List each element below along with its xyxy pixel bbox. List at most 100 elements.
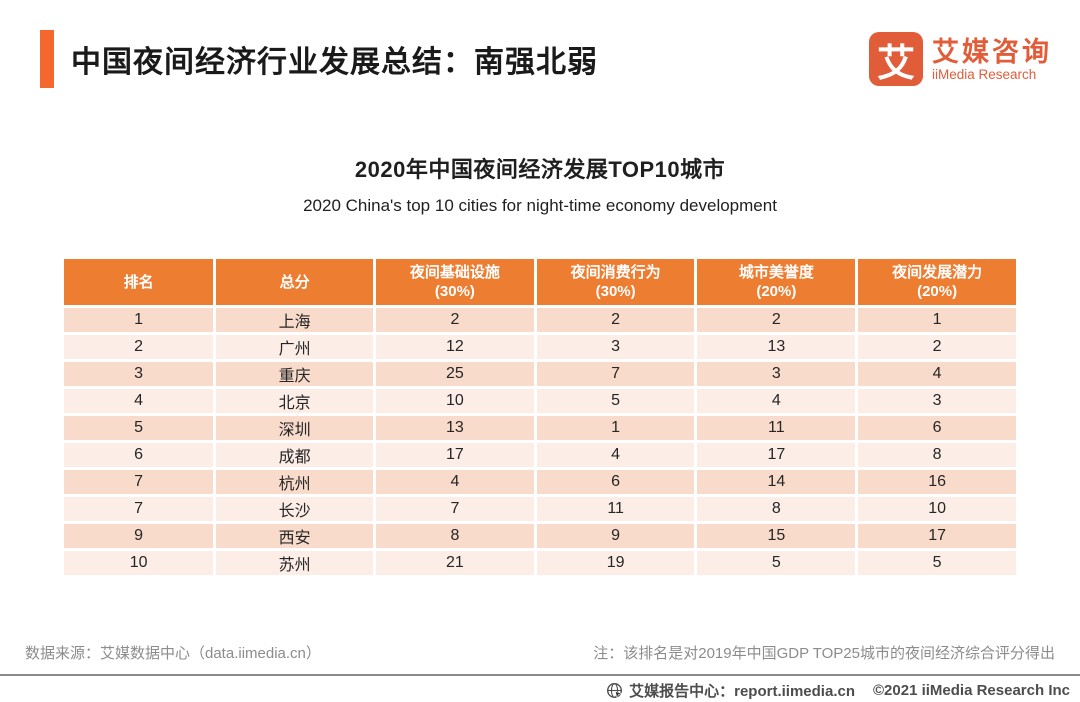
column-header-weight: (20%) [756, 283, 797, 300]
table-cell: 1 [858, 308, 1016, 332]
table-cell: 4 [536, 443, 695, 467]
column-header-label: 排名 [123, 273, 154, 291]
table-cell: 19 [536, 551, 695, 575]
table-cell: 4 [376, 470, 534, 494]
table-cell: 1 [536, 416, 695, 440]
table-cell: 6 [64, 443, 214, 467]
table-cell: 3 [536, 335, 695, 359]
table-cell: 6 [858, 416, 1016, 440]
column-header-infrastructure: 夜间基础设施 (30%) [376, 259, 534, 305]
table-header-row: 排名 总分 夜间基础设施 (30%) 夜间消费行为 (30%) 城市美誉度 (20%)… [64, 259, 1016, 305]
footnotes: 数据来源：艾媒数据中心（data.iimedia.cn） 注：该排名是对2019… [0, 642, 1080, 663]
column-header-weight: (30%) [434, 283, 475, 300]
column-header-label: 夜间基础设施 [409, 264, 500, 281]
data-source-text: 数据来源：艾媒数据中心（data.iimedia.cn） [25, 645, 321, 662]
chart-title-cn: 2020年中国夜间经济发展TOP10城市 [354, 157, 726, 182]
table-cell: 5 [858, 551, 1016, 575]
table-cell: 17 [376, 443, 534, 467]
table-cell: 重庆 [216, 362, 374, 386]
table-row: 3 重庆 25 7 3 4 [64, 362, 1016, 386]
table-cell: 2 [376, 308, 534, 332]
table-cell: 11 [697, 416, 856, 440]
table-cell: 长沙 [216, 497, 374, 521]
table-cell: 12 [376, 335, 534, 359]
table-cell: 10 [376, 389, 534, 413]
table-cell: 西安 [216, 524, 374, 548]
table-cell: 16 [858, 470, 1016, 494]
table-cell: 3 [858, 389, 1016, 413]
table-cell: 成都 [216, 443, 374, 467]
ranking-note-text: 注：该排名是对2019年中国GDP TOP25城市的夜间经济综合评分得出 [593, 645, 1055, 662]
report-center-text: 艾媒报告中心：report.iimedia.cn [629, 683, 855, 700]
copyright-text: ©2021 iiMedia Research Inc [873, 682, 1070, 699]
table-cell: 广州 [216, 335, 374, 359]
footer-divider [0, 674, 1080, 676]
column-header-reputation: 城市美誉度 (20%) [697, 259, 856, 305]
bottom-bar: 艾媒报告中心：report.iimedia.cn ©2021 iiMedia R… [0, 676, 1080, 701]
table-row: 7 杭州 4 6 14 16 [64, 470, 1016, 494]
table-cell: 2 [858, 335, 1016, 359]
table-cell: 7 [536, 362, 695, 386]
table-cell: 10 [64, 551, 214, 575]
table-row: 5 深圳 13 1 11 6 [64, 416, 1016, 440]
column-header-consumption: 夜间消费行为 (30%) [536, 259, 695, 305]
table-cell: 北京 [216, 389, 374, 413]
table-cell: 上海 [216, 308, 374, 332]
table-cell: 2 [64, 335, 214, 359]
table-cell: 2 [536, 308, 695, 332]
table-cell: 25 [376, 362, 534, 386]
table-cell: 5 [536, 389, 695, 413]
table-cell: 8 [376, 524, 534, 548]
table-cell: 深圳 [216, 416, 374, 440]
table-cell: 8 [697, 497, 856, 521]
column-header-label: 总分 [279, 273, 310, 291]
column-header-label: 城市美誉度 [738, 264, 814, 281]
table-row: 2 广州 12 3 13 2 [64, 335, 1016, 359]
table-cell: 3 [64, 362, 214, 386]
column-header-rank: 排名 [64, 259, 214, 305]
logo-name-en: iiMedia Research [932, 66, 1037, 82]
iimedia-logo-icon: 艾 [869, 32, 923, 86]
table-cell: 13 [376, 416, 534, 440]
table-cell: 7 [376, 497, 534, 521]
chart-header: 2020年中国夜间经济发展TOP10城市 2020 China's top 10… [0, 152, 1080, 216]
table-cell: 7 [64, 497, 214, 521]
table-cell: 8 [858, 443, 1016, 467]
table-cell: 4 [858, 362, 1016, 386]
table-row: 9 西安 8 9 15 17 [64, 524, 1016, 548]
table-row: 1 上海 2 2 2 1 [64, 308, 1016, 332]
table-cell: 13 [697, 335, 856, 359]
table-cell: 11 [536, 497, 695, 521]
column-header-label: 夜间发展潜力 [892, 264, 983, 281]
column-header-weight: (30%) [595, 283, 636, 300]
table-cell: 21 [376, 551, 534, 575]
column-header-weight: (20%) [917, 283, 958, 300]
table-cell: 苏州 [216, 551, 374, 575]
globe-cursor-icon [606, 682, 623, 699]
table-cell: 17 [858, 524, 1016, 548]
title-accent-bar [40, 30, 54, 88]
chart-title-en: 2020 China's top 10 cities for night-tim… [303, 196, 777, 215]
column-header-score: 总分 [216, 259, 374, 305]
report-header: 中国夜间经济行业发展总结：南强北弱 艾 艾媒咨询 iiMedia Researc… [0, 0, 1080, 92]
table-cell: 5 [64, 416, 214, 440]
logo-text: 艾媒咨询 iiMedia Research [932, 37, 1052, 82]
table-cell: 4 [64, 389, 214, 413]
table-cell: 1 [64, 308, 214, 332]
table-cell: 15 [697, 524, 856, 548]
table-cell: 14 [697, 470, 856, 494]
table-cell: 9 [64, 524, 214, 548]
table-cell: 3 [697, 362, 856, 386]
table-row: 4 北京 10 5 4 3 [64, 389, 1016, 413]
table-row: 10 苏州 21 19 5 5 [64, 551, 1016, 575]
table-row: 6 成都 17 4 17 8 [64, 443, 1016, 467]
table-cell: 6 [536, 470, 695, 494]
table-cell: 17 [697, 443, 856, 467]
table-cell: 9 [536, 524, 695, 548]
ranking-table-wrap: 排名 总分 夜间基础设施 (30%) 夜间消费行为 (30%) 城市美誉度 (20%)… [61, 256, 1019, 578]
table-cell: 杭州 [216, 470, 374, 494]
table-cell: 10 [858, 497, 1016, 521]
table-cell: 5 [697, 551, 856, 575]
iimedia-logo: 艾 艾媒咨询 iiMedia Research [869, 32, 1052, 86]
column-header-potential: 夜间发展潜力 (20%) [858, 259, 1016, 305]
